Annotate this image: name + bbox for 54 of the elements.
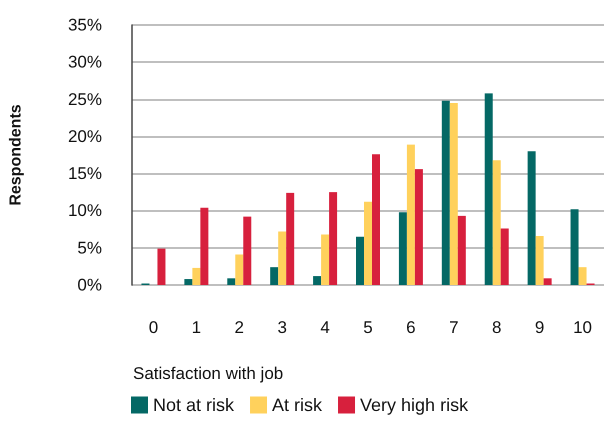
bar [200, 208, 208, 285]
x-tick-label: 8 [492, 318, 502, 337]
y-tick-label: 20% [68, 126, 102, 146]
bar [406, 144, 415, 285]
y-tick-label: 35% [68, 16, 102, 34]
bar [227, 278, 236, 285]
y-tick-label: 0% [77, 276, 102, 294]
bar [235, 254, 244, 285]
legend-label: Very high risk [360, 395, 470, 415]
bar [372, 154, 380, 285]
bar [286, 192, 294, 285]
y-tick-label: 30% [68, 52, 102, 72]
x-tick-label: 10 [573, 318, 592, 337]
x-tick-label: 2 [234, 318, 244, 337]
bar [544, 278, 552, 285]
y-tick-label: 10% [68, 201, 102, 220]
x-tick-label: 1 [192, 318, 202, 337]
x-tick-label: 6 [406, 318, 416, 337]
bar [184, 279, 192, 285]
y-tick-label: 15% [68, 164, 102, 184]
bar [492, 160, 501, 285]
bar [570, 209, 579, 285]
bar [313, 276, 322, 285]
bar [500, 228, 509, 285]
bar [536, 236, 544, 285]
bar [321, 234, 330, 285]
bar [192, 268, 200, 285]
x-tick-label: 7 [449, 318, 459, 337]
y-axis-title: Respondents [8, 104, 24, 206]
legend-label: Not at risk [153, 395, 236, 415]
bar [157, 248, 166, 285]
x-tick-label: 0 [148, 318, 158, 337]
bar [458, 216, 466, 285]
bar [528, 151, 536, 285]
y-tick-label: 25% [68, 90, 102, 109]
x-tick-label: 5 [363, 318, 373, 337]
bar [356, 236, 364, 285]
bar [578, 267, 587, 285]
bar [270, 267, 278, 285]
x-tick-label: 3 [277, 318, 287, 337]
bar [364, 202, 372, 285]
bar [450, 103, 458, 285]
x-tick-label: 4 [320, 318, 330, 337]
bar [398, 212, 407, 285]
y-tick-label: 5% [77, 238, 102, 258]
bar [442, 100, 450, 285]
legend-label: At risk [272, 395, 324, 415]
x-axis-title: Satisfaction with job [133, 364, 284, 383]
bar [278, 232, 286, 285]
bar [243, 216, 252, 285]
bar [484, 93, 493, 285]
bar [329, 192, 338, 285]
x-tick-label: 9 [534, 318, 544, 337]
bar [414, 169, 423, 285]
